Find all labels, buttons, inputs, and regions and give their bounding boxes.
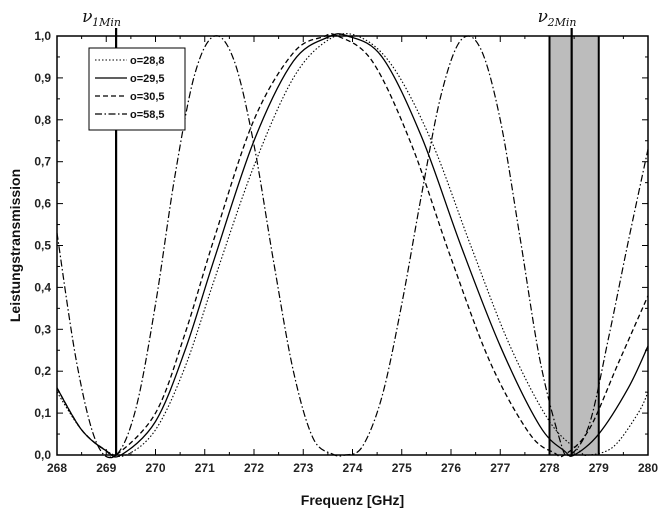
x-tick-label: 278 xyxy=(539,461,559,475)
legend-label-3: o=30,5 xyxy=(130,91,165,103)
marker-subscript: 2Min xyxy=(547,16,577,29)
legend-box xyxy=(88,47,186,131)
legend-label-1: o=28,8 xyxy=(130,55,165,67)
marker-label-2: ν 2Min xyxy=(538,7,577,29)
legend: o=28,8 o=29,5 o=30,5 o=58,5 xyxy=(88,47,186,131)
x-tick-label: 273 xyxy=(293,461,313,475)
x-tick-label: 279 xyxy=(589,461,609,475)
x-tick-label: 274 xyxy=(342,461,362,475)
x-tick-labels: 268 269 270 271 272 273 274 275 276 277 278 279 280 xyxy=(47,461,658,475)
x-tick-label: 280 xyxy=(638,461,658,475)
y-tick-label: 0,8 xyxy=(34,113,51,127)
marker-label-1: ν 1Min xyxy=(82,7,121,29)
y-tick-label: 0,5 xyxy=(34,239,51,253)
marker-subscript: 1Min xyxy=(92,16,121,29)
x-axis-title: Frequenz [GHz] xyxy=(301,492,404,508)
x-tick-label: 269 xyxy=(96,461,116,475)
y-tick-label: 0,7 xyxy=(34,155,51,169)
shaded-band xyxy=(549,36,599,455)
x-tick-label: 268 xyxy=(47,461,67,475)
x-tick-label: 277 xyxy=(490,461,510,475)
y-tick-label: 0,3 xyxy=(34,322,51,336)
y-tick-label: 0,9 xyxy=(34,71,51,85)
legend-items: o=28,8 o=29,5 o=30,5 o=58,5 xyxy=(95,55,165,121)
y-tick-label: 0,0 xyxy=(34,448,51,462)
y-tick-label: 0,2 xyxy=(34,364,51,378)
y-tick-label: 0,4 xyxy=(34,280,51,294)
y-axis-title: Leistungstransmission xyxy=(7,169,23,322)
y-tick-label: 1,0 xyxy=(34,29,51,43)
marker-symbol: ν xyxy=(538,7,548,27)
marker-symbol: ν xyxy=(82,7,92,27)
x-tick-label: 276 xyxy=(441,461,461,475)
x-tick-label: 272 xyxy=(244,461,264,475)
x-tick-label: 270 xyxy=(145,461,165,475)
plot-frame xyxy=(56,35,649,456)
y-tick-label: 0,6 xyxy=(34,197,51,211)
legend-label-4: o=58,5 xyxy=(130,109,165,121)
legend-label-2: o=29,5 xyxy=(130,73,165,85)
x-tick-label: 275 xyxy=(392,461,412,475)
band-layer xyxy=(548,36,600,455)
y-tick-labels: 0,0 0,1 0,2 0,3 0,4 0,5 0,6 0,7 0,8 0,9 1,0 xyxy=(34,29,51,462)
y-tick-label: 0,1 xyxy=(34,406,51,420)
x-tick-label: 271 xyxy=(195,461,215,475)
